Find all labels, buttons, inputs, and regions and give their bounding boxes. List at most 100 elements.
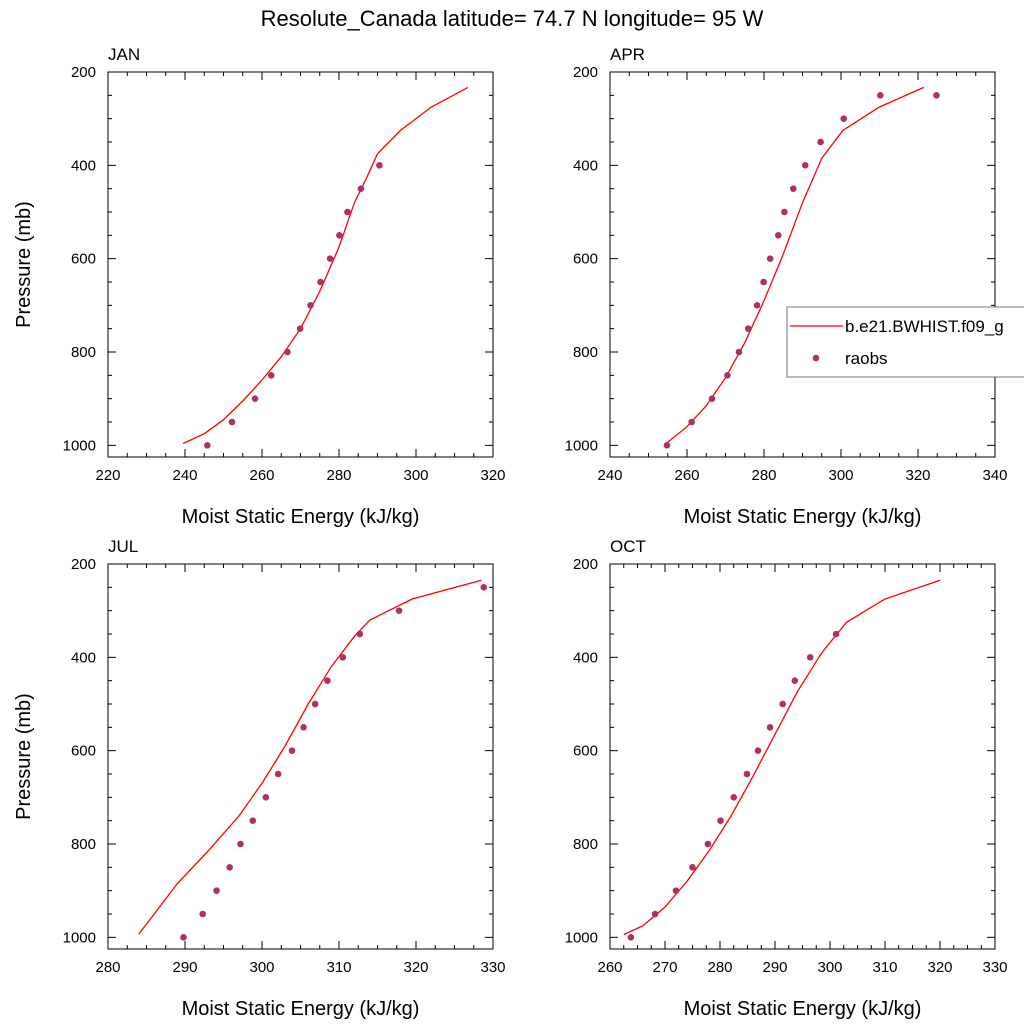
panel-title: JUL — [108, 537, 138, 556]
x-tick-label: 330 — [982, 959, 1007, 976]
y-tick-label: 400 — [573, 649, 598, 666]
y-tick-label: 800 — [573, 836, 598, 853]
series-group — [623, 579, 941, 941]
raobs-point — [357, 185, 365, 192]
raobs-point — [789, 185, 797, 192]
y-tick-label: 600 — [573, 743, 598, 760]
raobs-point — [766, 724, 774, 731]
raobs-point — [317, 278, 324, 286]
raobs-point — [336, 232, 343, 239]
y-tick-label: 600 — [573, 251, 598, 268]
raobs-point — [296, 325, 304, 332]
panel-jul: JUL 280 290 300 310 320 330 200 400 600 800 1000 Moi… — [13, 537, 506, 1020]
y-tick-label: 600 — [71, 251, 96, 268]
plot-frame — [609, 71, 996, 458]
raobs-point — [213, 887, 220, 894]
raobs-point — [651, 910, 659, 918]
raobs-point — [933, 92, 940, 99]
raobs-point — [180, 934, 187, 941]
raobs-point — [781, 208, 788, 216]
raobs-point — [779, 700, 786, 708]
raobs-point — [284, 348, 291, 356]
x-axis-label: Moist Static Energy (kJ/kg) — [684, 506, 922, 528]
raobs-point — [237, 840, 244, 848]
model-line — [138, 579, 482, 935]
raobs-point — [753, 302, 761, 309]
raobs-point — [376, 162, 383, 169]
x-tick-label: 340 — [982, 467, 1007, 484]
raobs-point — [743, 770, 751, 778]
x-axis-label: Moist Static Energy (kJ/kg) — [182, 998, 420, 1020]
x-tick-label: 270 — [652, 959, 677, 976]
x-tick-label: 320 — [927, 959, 952, 976]
raobs-point — [326, 255, 334, 262]
raobs-point — [226, 864, 233, 871]
y-tick-label: 1000 — [63, 929, 96, 946]
y-tick-label: 1000 — [63, 437, 96, 454]
raobs-point — [204, 442, 211, 449]
y-tick-label: 200 — [71, 64, 96, 81]
raobs-point — [744, 325, 752, 332]
y-tick-label: 200 — [71, 556, 96, 573]
panel-title: OCT — [610, 537, 646, 556]
raobs-point — [672, 887, 680, 894]
y-tick-label: 400 — [71, 649, 96, 666]
legend-box — [786, 306, 1024, 378]
x-tick-label: 300 — [249, 959, 274, 976]
plot-frame — [609, 563, 996, 950]
x-tick-label: 290 — [172, 959, 197, 976]
x-tick-label: 310 — [872, 959, 897, 976]
raobs-point — [300, 724, 307, 731]
y-axis-label: Pressure (mb) — [13, 693, 35, 820]
series-group — [138, 579, 488, 941]
raobs-point — [344, 208, 351, 216]
raobs-point — [806, 654, 814, 661]
y-tick-label: 800 — [71, 344, 96, 361]
model-line — [182, 86, 469, 445]
raobs-point — [724, 372, 731, 379]
raobs-point — [754, 747, 762, 754]
x-tick-label: 320 — [905, 467, 930, 484]
x-axis-label: Moist Static Energy (kJ/kg) — [182, 506, 420, 528]
x-tick-label: 330 — [480, 959, 505, 976]
x-tick-label: 260 — [674, 467, 699, 484]
panel-jan: JAN 220 240 260 280 300 320 200 400 600 800 1000 Moi… — [13, 45, 506, 528]
y-tick-label: 400 — [573, 157, 598, 174]
raobs-point — [395, 607, 403, 614]
raobs-point — [876, 92, 884, 99]
raobs-point — [774, 232, 782, 239]
raobs-point — [249, 817, 257, 824]
x-tick-label: 220 — [95, 467, 120, 484]
y-tick-label: 400 — [71, 157, 96, 174]
raobs-point — [480, 584, 488, 591]
raobs-point — [262, 794, 270, 801]
raobs-point — [311, 700, 319, 708]
plot-frame — [107, 71, 494, 458]
raobs-point — [735, 348, 743, 356]
x-tick-label: 260 — [249, 467, 274, 484]
x-tick-label: 290 — [762, 959, 787, 976]
x-axis-label: Moist Static Energy (kJ/kg) — [684, 998, 922, 1020]
model-line — [665, 86, 925, 445]
raobs-point — [228, 418, 236, 426]
raobs-point — [766, 255, 774, 262]
plot-frame — [107, 563, 494, 950]
figure-title: Resolute_Canada latitude= 74.7 N longitu… — [261, 6, 764, 31]
raobs-point — [791, 677, 799, 684]
x-tick-label: 260 — [597, 959, 622, 976]
x-tick-label: 300 — [828, 467, 853, 484]
x-tick-label: 300 — [817, 959, 842, 976]
x-tick-label: 280 — [707, 959, 732, 976]
raobs-point — [817, 138, 824, 146]
raobs-point — [663, 442, 671, 449]
y-tick-label: 200 — [573, 556, 598, 573]
raobs-point — [717, 817, 724, 824]
legend-label-raobs: raobs — [845, 349, 888, 368]
y-tick-label: 800 — [71, 836, 96, 853]
x-tick-label: 320 — [403, 959, 428, 976]
raobs-point — [339, 654, 347, 661]
series-group — [663, 86, 940, 449]
raobs-point — [832, 630, 840, 638]
